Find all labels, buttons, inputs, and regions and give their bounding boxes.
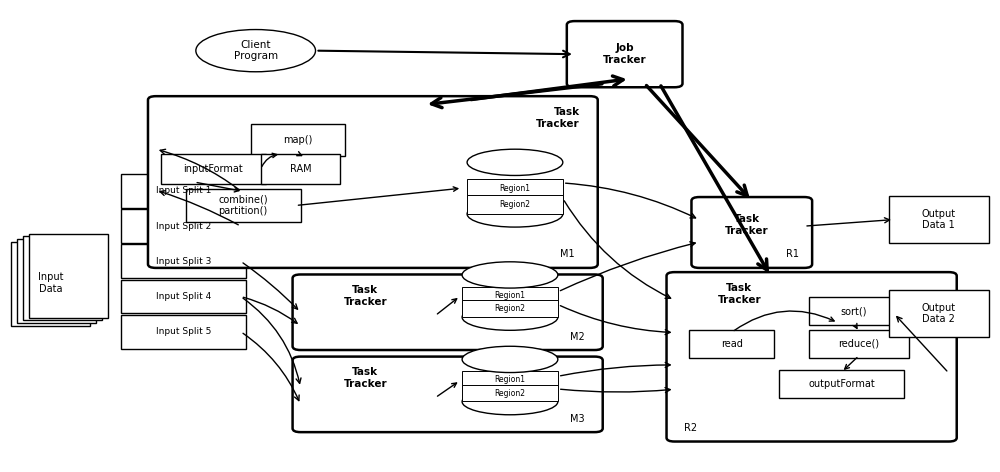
Bar [467,162,563,214]
Text: Input Split 2: Input Split 2 [156,222,211,231]
Text: Region1: Region1 [494,291,525,300]
Text: Input
Data: Input Data [38,272,63,294]
Text: M2: M2 [570,331,585,342]
Bar [462,359,558,402]
Text: Region2: Region2 [499,200,530,209]
Text: Task
Tracker: Task Tracker [344,285,387,307]
FancyBboxPatch shape [462,385,558,402]
Ellipse shape [462,388,558,415]
FancyBboxPatch shape [779,370,904,398]
Text: R1: R1 [786,250,799,260]
Ellipse shape [467,149,563,176]
FancyBboxPatch shape [293,275,603,350]
Text: Region2: Region2 [494,304,525,313]
Ellipse shape [462,262,558,288]
Text: Region1: Region1 [494,375,525,384]
Text: M1: M1 [560,250,575,260]
Text: Task
Tracker: Task Tracker [718,283,761,304]
FancyBboxPatch shape [467,194,563,214]
Text: Client
Program: Client Program [234,40,278,61]
FancyBboxPatch shape [121,315,246,349]
Text: Input Split 5: Input Split 5 [156,327,211,336]
FancyBboxPatch shape [809,297,899,325]
Ellipse shape [462,304,558,330]
Text: reduce(): reduce() [838,339,880,349]
FancyBboxPatch shape [261,154,340,185]
FancyBboxPatch shape [567,21,682,87]
FancyBboxPatch shape [148,96,598,268]
FancyBboxPatch shape [251,124,345,156]
Text: inputFormat: inputFormat [183,164,243,174]
Ellipse shape [462,346,558,372]
Text: outputFormat: outputFormat [808,379,875,389]
FancyBboxPatch shape [462,371,558,388]
Text: Region2: Region2 [494,388,525,398]
FancyBboxPatch shape [186,189,301,222]
FancyBboxPatch shape [667,272,957,441]
FancyBboxPatch shape [889,196,989,243]
FancyBboxPatch shape [121,244,246,278]
Text: Input Split 1: Input Split 1 [156,186,211,195]
Text: RAM: RAM [290,164,311,174]
FancyBboxPatch shape [691,197,812,268]
FancyBboxPatch shape [809,330,909,358]
FancyBboxPatch shape [121,174,246,208]
Text: Task
Tracker: Task Tracker [344,367,387,389]
FancyBboxPatch shape [293,356,603,432]
Text: Input Split 3: Input Split 3 [156,257,211,266]
FancyBboxPatch shape [23,236,102,320]
FancyBboxPatch shape [17,239,96,323]
Text: sort(): sort() [841,306,867,316]
FancyBboxPatch shape [161,154,266,185]
Text: Input Split 4: Input Split 4 [156,292,211,301]
FancyBboxPatch shape [29,234,108,318]
FancyBboxPatch shape [11,242,90,326]
Text: Job
Tracker: Job Tracker [603,43,646,65]
Text: Task
Tracker: Task Tracker [725,214,769,236]
Text: read: read [721,339,743,349]
Text: Output
Data 2: Output Data 2 [922,303,956,324]
Text: map(): map() [283,135,313,145]
FancyBboxPatch shape [462,287,558,303]
Text: combine()
partition(): combine() partition() [218,195,268,216]
FancyBboxPatch shape [689,330,774,358]
Ellipse shape [467,201,563,227]
Text: Task
Tracker: Task Tracker [536,107,580,128]
FancyBboxPatch shape [121,209,246,243]
FancyBboxPatch shape [462,301,558,317]
FancyBboxPatch shape [467,179,563,198]
Ellipse shape [196,30,316,72]
Text: Output
Data 1: Output Data 1 [922,209,956,230]
Bar [462,275,558,317]
FancyBboxPatch shape [889,290,989,337]
Text: M3: M3 [570,413,585,424]
Text: Region1: Region1 [499,184,530,193]
Text: R2: R2 [684,423,698,433]
FancyBboxPatch shape [121,279,246,313]
